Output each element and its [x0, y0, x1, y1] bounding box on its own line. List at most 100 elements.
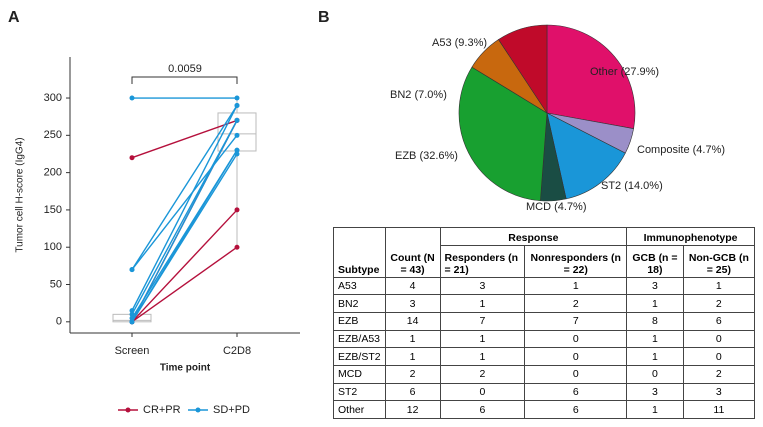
table-cell: 1: [439, 347, 526, 366]
table-cell: 1: [682, 276, 756, 296]
table-cell: 3: [626, 276, 684, 296]
table-cell: 2: [682, 294, 756, 313]
table-body: A53 4 3 1 3 1 BN2 3 1 2 1 2 EZB 14 7 7 8 6 EZB/A53 1 1 0 1 0 EZB…: [333, 276, 756, 419]
y-tick-label: 200: [44, 167, 62, 179]
legend-dot: [125, 407, 131, 413]
table-cell: 2: [524, 294, 628, 313]
slice-label: BN2 (7.0%): [390, 89, 447, 101]
point: [129, 267, 135, 273]
point: [234, 147, 240, 153]
pie-slice: [546, 112, 626, 200]
table-cell: 0: [682, 347, 756, 366]
table-cell: 1: [626, 329, 684, 349]
table-cell: Other: [333, 400, 386, 419]
point: [234, 207, 240, 213]
table-cell: MCD: [333, 364, 386, 384]
table-cell: 2: [384, 364, 441, 384]
y-tick-label: 250: [44, 129, 62, 141]
slice-label: ST2 (14.0%): [601, 180, 663, 192]
y-tick-label: 300: [44, 92, 62, 104]
table-cell: 0: [524, 347, 628, 366]
table-row: EZB/A53 1 1 0 1 0: [333, 329, 756, 349]
table-cell: 0: [439, 382, 526, 402]
point: [129, 155, 135, 161]
slice-label: Composite (4.7%): [637, 144, 725, 156]
pair-line: [131, 134, 238, 271]
point: [234, 117, 240, 123]
annotation: 0.0059: [168, 63, 202, 75]
table-cell: 0: [524, 329, 628, 349]
y-tick-label: 150: [44, 204, 62, 216]
table-cell: 0: [626, 364, 684, 384]
table-cell: 8: [626, 311, 684, 331]
table-cell: 3: [626, 382, 684, 402]
table-cell: 1: [626, 347, 684, 366]
table-cell: 14: [384, 311, 441, 331]
x-axis-label: Time point: [160, 363, 211, 374]
header-cell: Nonresponders (n = 22): [524, 244, 628, 278]
header-cell: Count (N = 43): [384, 227, 441, 278]
table-cell: EZB: [333, 311, 386, 331]
table-cell: EZB/A53: [333, 329, 386, 349]
table-cell: 7: [439, 311, 526, 331]
table-row: EZB 14 7 7 8 6: [333, 311, 756, 331]
legend-label: CR+PR: [143, 404, 181, 416]
slice-label: Other (27.9%): [590, 66, 659, 78]
table-cell: 2: [439, 364, 526, 384]
table-cell: 4: [384, 276, 441, 296]
pair-line: [131, 246, 238, 323]
pie-slice: [458, 66, 548, 202]
pie-slice: [498, 24, 548, 114]
pair-line: [131, 120, 238, 323]
pair-line: [131, 209, 238, 323]
pair-line: [131, 105, 238, 270]
y-tick-label: 50: [50, 278, 62, 290]
table-cell: 7: [524, 311, 628, 331]
table-cell: 11: [682, 400, 756, 419]
point: [129, 319, 135, 325]
x-tick-label: Screen: [115, 345, 150, 357]
point: [234, 102, 240, 108]
table-cell: 1: [439, 329, 526, 349]
point: [234, 95, 240, 101]
table-row: Other 12 6 6 1 11: [333, 400, 756, 419]
table-row: A53 4 3 1 3 1: [333, 276, 756, 296]
table-row: MCD 2 2 0 0 2: [333, 364, 756, 384]
table-cell: 6: [439, 400, 526, 419]
panel-label: A: [8, 9, 20, 26]
table-cell: 1: [524, 276, 628, 296]
header-cell: Responders (n = 21): [439, 244, 526, 278]
table-cell: 6: [524, 382, 628, 402]
table-cell: 3: [439, 276, 526, 296]
point: [129, 95, 135, 101]
table-cell: 3: [384, 294, 441, 313]
table-cell: 6: [524, 400, 628, 419]
table-cell: 12: [384, 400, 441, 419]
table-cell: A53: [333, 276, 386, 296]
subtype-table: Subtype Count (N = 43) Response Immunoph…: [333, 227, 756, 419]
group-header: Response: [439, 227, 628, 246]
table-cell: 3: [682, 382, 756, 402]
table-cell: 0: [524, 364, 628, 384]
y-axis-label: Tumor cell H-score (IgG4): [15, 137, 26, 252]
table-cell: 6: [682, 311, 756, 331]
table-row: ST2 6 0 6 3 3: [333, 382, 756, 402]
legend-dot: [195, 407, 201, 413]
legend-label: SD+PD: [213, 404, 250, 416]
table-cell: BN2: [333, 294, 386, 313]
table-cell: 1: [384, 347, 441, 366]
table-cell: 1: [626, 294, 684, 313]
table-cell: 1: [439, 294, 526, 313]
point: [234, 244, 240, 250]
table-cell: 1: [626, 400, 684, 419]
header-cell: Subtype: [333, 227, 386, 278]
y-tick-label: 0: [56, 316, 62, 328]
table-cell: 2: [682, 364, 756, 384]
table-cell: 6: [384, 382, 441, 402]
slice-label: EZB (32.6%): [395, 150, 458, 162]
table-cell: ST2: [333, 382, 386, 402]
x-tick-label: C2D8: [223, 345, 251, 357]
table-row: BN2 3 1 2 1 2: [333, 294, 756, 313]
header-cell: GCB (n = 18): [626, 244, 684, 278]
